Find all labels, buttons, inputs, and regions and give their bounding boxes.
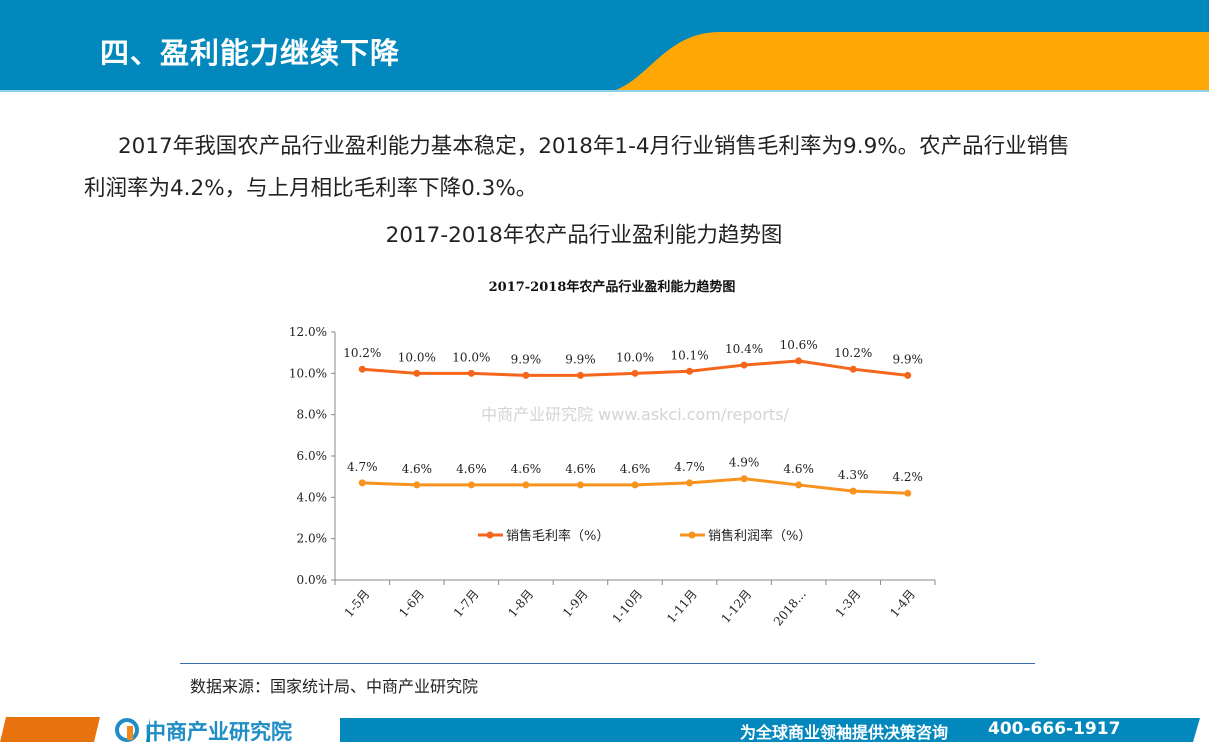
data-label: 10.6% [780,338,818,352]
data-label: 4.2% [892,470,923,484]
y-tick-label: 6.0% [297,449,328,463]
data-point [740,361,748,369]
x-tick-label: 1-8月 [505,587,536,620]
data-point [413,481,421,489]
data-label: 4.7% [674,460,705,474]
x-tick-label: 1-4月 [887,587,918,620]
summary-paragraph: 2017年我国农产品行业盈利能力基本稳定，2018年1-4月行业销售毛利率为9.… [84,134,1070,201]
data-point [795,357,803,365]
x-tick-label: 1-10月 [610,587,646,626]
x-tick-label: 1-7月 [451,587,482,620]
data-label: 10.4% [725,342,763,356]
y-tick-label: 2.0% [297,532,328,546]
data-label: 4.9% [729,456,760,470]
data-source: 数据来源：国家统计局、中商产业研究院 [190,677,479,696]
data-point [686,367,694,375]
x-tick-label: 1-12月 [719,587,755,626]
data-label: 10.1% [670,348,708,362]
legend-label: 销售毛利率（%） [506,528,609,544]
data-point [795,481,803,489]
legend-label: 销售利润率（%） [708,528,811,544]
data-point [686,479,694,487]
data-point [467,481,475,489]
data-label: 4.6% [565,462,596,476]
data-label: 4.6% [620,462,651,476]
x-tick-label: 1-3月 [833,587,864,620]
data-label: 4.6% [456,462,487,476]
footer-phone: 400-666-1917 [988,719,1121,739]
data-point [631,481,639,489]
data-label: 10.0% [398,350,436,364]
x-tick-label: 1-6月 [396,587,427,620]
data-label: 10.2% [834,346,872,360]
data-label: 10.0% [616,350,654,364]
chart-title: 2017-2018年农产品行业盈利能力趋势图 [489,279,736,295]
data-label: 4.6% [511,462,542,476]
y-tick-label: 0.0% [297,573,328,587]
y-tick-label: 8.0% [297,408,328,422]
data-point [631,369,639,377]
chart-caption: 2017-2018年农产品行业盈利能力趋势图 [385,223,783,248]
data-point [904,371,912,379]
watermark: 中商产业研究院 www.askci.com/reports/ [481,405,789,424]
logo-text: 中商产业研究院 [145,720,292,744]
footer-banner [0,717,1200,742]
data-point [740,475,748,483]
legend-marker [688,531,696,539]
data-point [522,481,530,489]
x-tick-label: 2018… [771,587,809,629]
y-tick-label: 12.0% [289,325,327,339]
data-point [358,365,366,373]
y-tick-label: 10.0% [289,366,327,380]
y-tick-label: 4.0% [297,490,328,504]
page-title: 四、盈利能力继续下降 [100,36,401,70]
data-point [467,369,475,377]
x-tick-label: 1-9月 [560,587,591,620]
line-chart: 2017-2018年农产品行业盈利能力趋势图 0.0% 2.0% 4.0% 6.0% 8.… [289,279,936,629]
data-point [413,369,421,377]
data-label: 9.9% [511,352,542,366]
data-point [849,487,857,495]
data-label: 10.2% [343,346,381,360]
data-point [522,371,530,379]
divider [180,663,1035,664]
data-point [576,371,584,379]
legend-marker [486,531,494,539]
data-label: 9.9% [565,352,596,366]
data-point [358,479,366,487]
data-point [849,365,857,373]
x-tick-label: 1-11月 [664,587,700,626]
data-label: 4.6% [783,462,814,476]
data-label: 4.6% [402,462,433,476]
footer-slogan: 为全球商业领袖提供决策咨询 [740,723,949,742]
x-tick-label: 1-5月 [342,587,373,620]
header-banner [0,0,1209,92]
data-point [904,489,912,497]
data-label: 10.0% [452,350,490,364]
data-label: 9.9% [892,352,923,366]
data-label: 4.3% [838,468,869,482]
data-label: 4.7% [347,460,378,474]
data-point [576,481,584,489]
